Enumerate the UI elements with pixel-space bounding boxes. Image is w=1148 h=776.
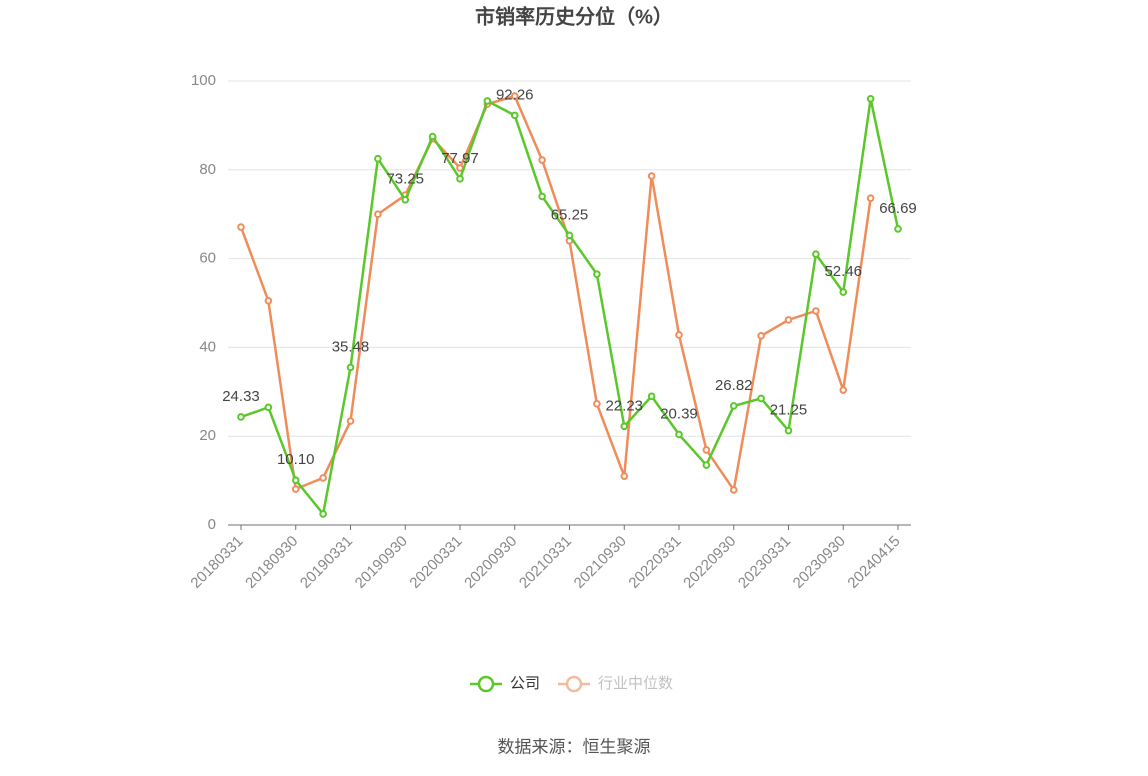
data-point xyxy=(401,195,410,204)
y-tick-label: 0 xyxy=(208,516,216,533)
data-point xyxy=(812,250,820,258)
y-tick-label: 40 xyxy=(199,338,216,355)
series-line xyxy=(239,94,872,494)
source-note: 数据来源：恒生聚源 xyxy=(498,737,651,756)
data-point xyxy=(264,403,273,412)
data-point xyxy=(866,94,875,103)
data-point xyxy=(510,92,519,100)
data-point xyxy=(784,426,793,435)
data-label: 24.33 xyxy=(222,388,260,405)
data-point xyxy=(757,394,765,403)
data-label: 10.10 xyxy=(277,451,315,468)
data-label: 35.48 xyxy=(332,338,370,355)
data-point xyxy=(483,97,492,105)
data-label: 22.23 xyxy=(605,397,643,414)
data-point xyxy=(319,474,327,482)
data-point xyxy=(839,386,848,394)
data-label: 92.26 xyxy=(496,86,534,103)
data-point xyxy=(538,192,546,201)
data-point xyxy=(237,413,245,421)
data-point xyxy=(593,399,601,408)
data-point xyxy=(510,111,519,120)
data-label: 20.39 xyxy=(660,405,698,422)
x-tick-label: 20210331 xyxy=(516,533,575,592)
x-tick-label: 20240415 xyxy=(844,533,903,592)
x-tick-label: 20220930 xyxy=(680,533,739,592)
data-point xyxy=(319,510,327,518)
data-label: 26.82 xyxy=(715,377,753,394)
data-label: 65.25 xyxy=(551,206,589,223)
data-point xyxy=(647,392,656,401)
data-point xyxy=(729,402,738,410)
y-tick-label: 100 xyxy=(191,72,216,89)
data-point xyxy=(620,472,629,480)
y-tick-label: 20 xyxy=(199,427,216,444)
legend-label: 行业中位数 xyxy=(598,675,673,692)
x-tick-label: 20180930 xyxy=(242,533,301,592)
x-tick-label: 20220331 xyxy=(625,533,684,592)
data-point xyxy=(346,417,355,425)
data-point xyxy=(291,485,300,493)
data-label: 52.46 xyxy=(824,263,862,280)
x-tick-label: 20180331 xyxy=(187,533,246,592)
y-tick-label: 80 xyxy=(199,161,216,178)
data-point xyxy=(428,132,437,141)
x-tick-label: 20200930 xyxy=(461,533,520,592)
chart-title: 市销率历史分位（%） xyxy=(475,4,673,28)
data-point xyxy=(374,154,382,163)
x-tick-label: 20190331 xyxy=(297,533,356,592)
data-point xyxy=(237,223,245,231)
x-tick-label: 20230331 xyxy=(735,533,794,592)
data-point xyxy=(374,210,382,218)
x-tick-label: 20210930 xyxy=(571,533,630,592)
legend-item: 公司 xyxy=(470,675,540,693)
data-label: 77.97 xyxy=(441,150,479,167)
data-point xyxy=(593,270,601,278)
data-point xyxy=(675,430,683,439)
data-point xyxy=(647,172,656,180)
data-label: 66.69 xyxy=(879,200,917,217)
legend-item: 行业中位数 xyxy=(558,675,673,693)
data-label: 73.25 xyxy=(386,171,424,188)
x-tick-label: 20200331 xyxy=(406,533,465,592)
data-point xyxy=(675,331,683,339)
data-point xyxy=(729,486,738,494)
data-point xyxy=(538,156,546,164)
data-point xyxy=(565,231,574,240)
data-point xyxy=(346,363,355,372)
x-tick-label: 20190930 xyxy=(352,533,411,592)
data-point xyxy=(264,296,273,305)
data-point xyxy=(702,446,711,454)
data-point xyxy=(839,288,848,296)
y-tick-label: 60 xyxy=(199,250,216,267)
data-point xyxy=(620,422,629,431)
legend-marker xyxy=(565,675,583,693)
legend-label: 公司 xyxy=(510,675,540,692)
data-label: 21.25 xyxy=(770,402,808,419)
x-tick-label: 20230930 xyxy=(790,533,849,592)
data-point xyxy=(291,476,300,484)
data-point xyxy=(702,461,711,469)
series-line xyxy=(240,98,900,517)
data-point xyxy=(757,332,765,340)
data-point xyxy=(812,307,820,315)
data-point xyxy=(784,316,793,324)
legend-marker xyxy=(477,675,495,693)
data-point xyxy=(456,175,464,183)
data-point xyxy=(866,194,875,203)
data-point xyxy=(894,225,902,233)
